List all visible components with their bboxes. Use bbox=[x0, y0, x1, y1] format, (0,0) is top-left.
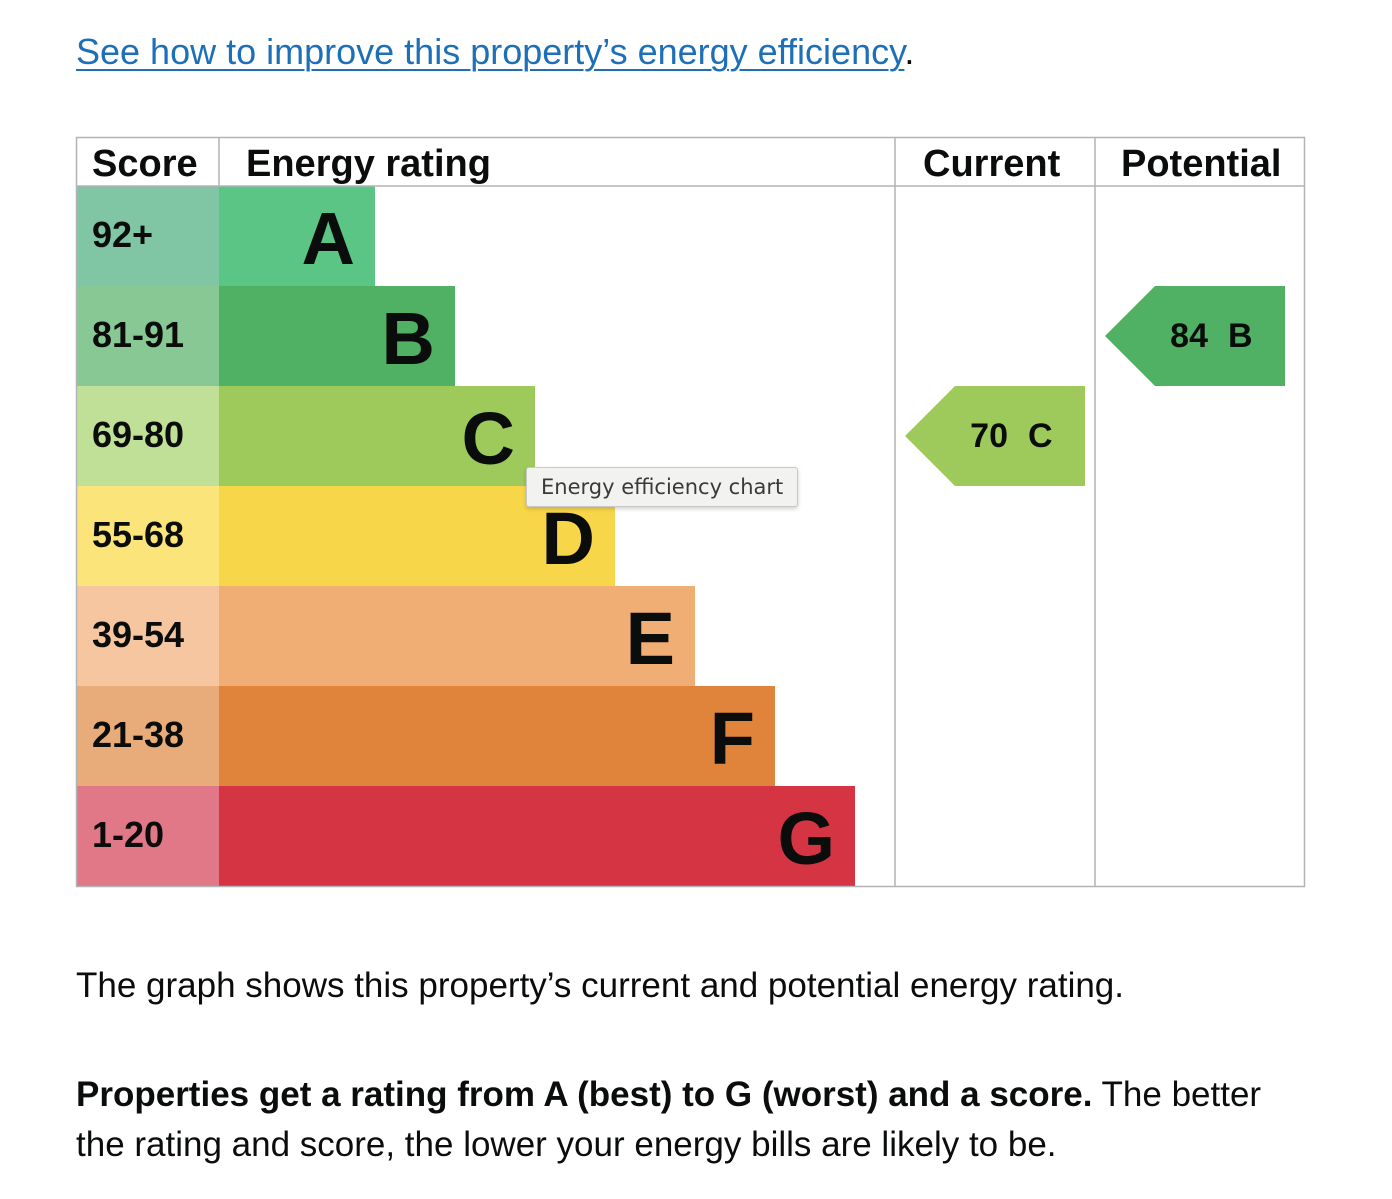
energy-efficiency-chart: Score Energy rating Current Potential 92+ A 81… bbox=[75, 136, 1306, 888]
rating-letter-c: C bbox=[462, 397, 515, 480]
score-label-g: 1-20 bbox=[92, 814, 164, 855]
score-label-f: 21-38 bbox=[92, 714, 184, 755]
score-cell-d bbox=[76, 486, 219, 586]
header-potential: Potential bbox=[1121, 143, 1281, 185]
score-cell-g bbox=[76, 786, 219, 886]
graph-description: The graph shows this property’s current … bbox=[76, 966, 1125, 1005]
rating-bar-b bbox=[219, 286, 455, 386]
epc-chart-svg: Score Energy rating Current Potential 92+ A 81… bbox=[75, 136, 1306, 888]
score-label-a: 92+ bbox=[92, 214, 153, 255]
rating-explanation-bold: Properties get a rating from A (best) to… bbox=[76, 1075, 1093, 1114]
score-label-e: 39-54 bbox=[92, 614, 184, 655]
rating-bar-g bbox=[219, 786, 855, 886]
score-label-c: 69-80 bbox=[92, 414, 184, 455]
rating-letter-g: G bbox=[777, 797, 835, 880]
rating-letter-e: E bbox=[626, 597, 675, 680]
improve-link-period: . bbox=[904, 31, 915, 72]
potential-rating-band-letter: B bbox=[1228, 317, 1253, 355]
rating-explanation-rest: The better the rating and score, the low… bbox=[76, 1075, 1262, 1164]
rating-letter-d: D bbox=[542, 497, 595, 580]
rating-bar-a bbox=[219, 186, 375, 286]
potential-rating-score-value: 84 bbox=[1170, 317, 1208, 355]
rating-letter-b: B bbox=[382, 297, 435, 380]
header-score: Score bbox=[92, 143, 198, 185]
chart-border bbox=[75, 136, 1306, 888]
score-cell-f bbox=[76, 686, 219, 786]
current-rating-score-value: 70 bbox=[970, 417, 1008, 455]
rating-bar-e bbox=[219, 586, 695, 686]
header-energy-rating: Energy rating bbox=[246, 143, 491, 185]
score-cell-c bbox=[76, 386, 219, 486]
current-rating-arrow bbox=[905, 386, 1085, 486]
rating-explanation: Properties get a rating from A (best) to… bbox=[76, 1070, 1316, 1170]
rating-letter-a: A bbox=[302, 197, 355, 280]
chart-tooltip: Energy efficiency chart bbox=[526, 467, 799, 507]
score-cell-a bbox=[76, 186, 219, 286]
score-label-b: 81-91 bbox=[92, 314, 184, 355]
score-cell-e bbox=[76, 586, 219, 686]
improve-efficiency-line: See how to improve this property’s energ… bbox=[76, 28, 914, 76]
current-rating-band-letter: C bbox=[1028, 417, 1053, 455]
score-cell-b bbox=[76, 286, 219, 386]
rating-bar-f bbox=[219, 686, 775, 786]
improve-efficiency-link[interactable]: See how to improve this property’s energ… bbox=[76, 31, 905, 72]
potential-rating-arrow bbox=[1105, 286, 1285, 386]
header-current: Current bbox=[923, 143, 1061, 185]
rating-bar-c bbox=[219, 386, 535, 486]
score-label-d: 55-68 bbox=[92, 514, 184, 555]
rating-letter-f: F bbox=[710, 697, 755, 780]
